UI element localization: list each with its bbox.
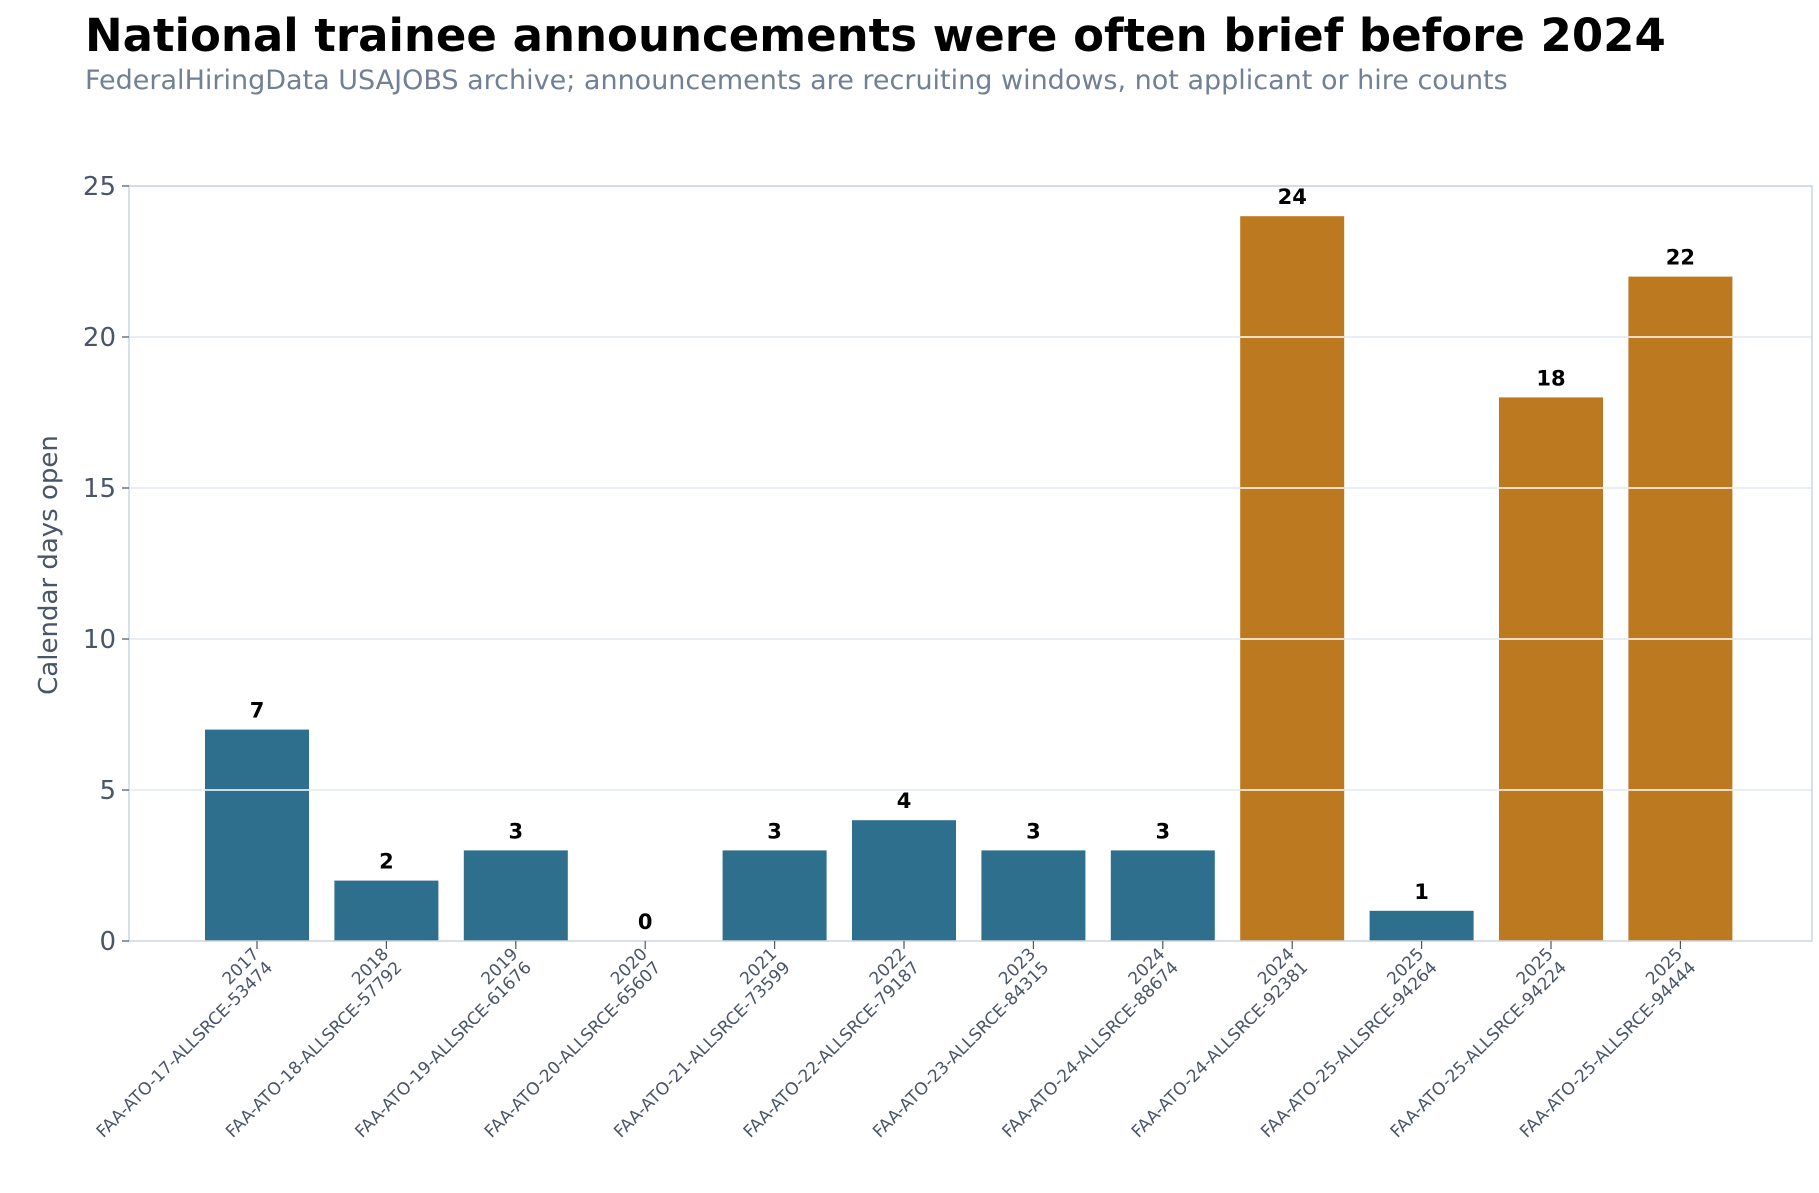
- data-label: 2: [379, 850, 394, 874]
- data-label: 24: [1278, 185, 1307, 209]
- bar: [205, 729, 309, 941]
- bar: [1499, 397, 1603, 941]
- data-label: 3: [508, 819, 523, 843]
- bar: [722, 850, 827, 941]
- chart-title: National trainee announcements were ofte…: [85, 9, 1666, 62]
- data-label: 18: [1536, 366, 1565, 390]
- data-label: 7: [250, 699, 265, 723]
- bar: [981, 850, 1086, 941]
- y-tick-label: 15: [83, 474, 116, 504]
- bar: [1240, 216, 1345, 941]
- y-tick-label: 25: [83, 172, 116, 202]
- bars: [205, 216, 1733, 942]
- bar: [334, 880, 439, 941]
- bar: [1369, 910, 1474, 941]
- data-labels: 7 2 3 0 3 4 3 3 24 1 18 22: [250, 185, 1695, 934]
- data-label: 3: [767, 819, 782, 843]
- y-tick-label: 5: [99, 776, 116, 806]
- y-tick-label: 0: [99, 927, 116, 957]
- data-label: 3: [1026, 819, 1041, 843]
- data-label: 22: [1666, 246, 1695, 270]
- bar: [463, 850, 568, 941]
- bar: [1628, 276, 1733, 942]
- bar: [852, 820, 956, 941]
- y-tick-label: 10: [83, 625, 116, 655]
- bar: [1110, 850, 1215, 941]
- chart-subtitle: FederalHiringData USAJOBS archive; annou…: [85, 65, 1508, 96]
- data-label: 3: [1155, 819, 1170, 843]
- data-label: 0: [638, 910, 653, 934]
- data-label: 1: [1414, 880, 1429, 904]
- plot-frame: [128, 185, 1813, 942]
- data-label: 4: [897, 789, 912, 813]
- y-axis: 0 5 10 15 20 25: [83, 172, 129, 957]
- plot-border: [128, 185, 1813, 942]
- y-axis-label: Calendar days open: [34, 435, 64, 695]
- y-tick-label: 20: [83, 323, 116, 353]
